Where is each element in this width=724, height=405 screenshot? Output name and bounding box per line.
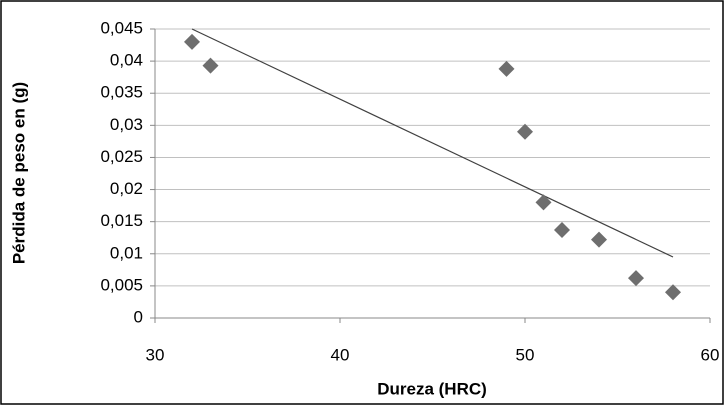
y-tick-label: 0,01 [110, 243, 143, 262]
data-point [498, 60, 515, 77]
y-tick-label: 0,04 [110, 51, 143, 70]
x-tick-label: 30 [146, 345, 165, 364]
trend-line [191, 28, 674, 258]
x-tick-label: 60 [701, 345, 720, 364]
x-tick-label: 50 [516, 345, 535, 364]
data-point [628, 270, 644, 287]
data-point [202, 57, 219, 74]
y-tick-label: 0,045 [100, 18, 143, 37]
data-point [554, 222, 570, 239]
y-axis-title: Pérdida de peso en (g) [9, 82, 28, 264]
y-tick-label: 0,005 [100, 275, 143, 294]
x-tick-label: 40 [331, 345, 350, 364]
x-axis-title: Dureza (HRC) [377, 379, 487, 398]
y-tick-label: 0,035 [100, 83, 143, 102]
y-tick-label: 0 [134, 307, 143, 326]
data-point [665, 284, 681, 301]
y-tick-label: 0,03 [110, 115, 143, 134]
y-tick-label: 0,015 [100, 211, 143, 230]
data-point [535, 194, 552, 211]
y-tick-label: 0,025 [100, 147, 143, 166]
y-tick-label: 0,02 [110, 179, 143, 198]
data-point [184, 33, 200, 50]
data-point [591, 231, 607, 248]
data-point [517, 123, 533, 140]
